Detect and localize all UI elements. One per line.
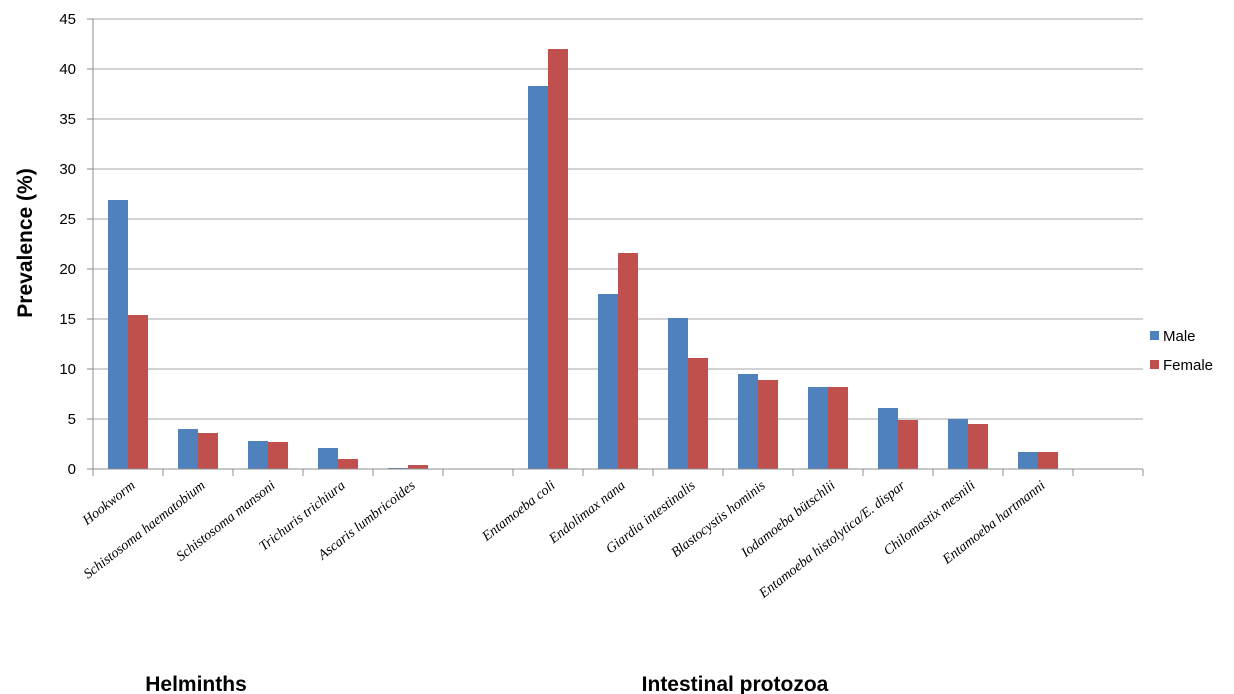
bar-female-12 xyxy=(968,424,988,469)
axes xyxy=(87,18,1144,476)
y-tick-label: 20 xyxy=(59,261,76,278)
y-axis-label: Prevalence (%) xyxy=(14,168,37,317)
legend-swatch-female xyxy=(1150,360,1159,369)
gridlines xyxy=(93,18,1143,420)
bar-female-1 xyxy=(198,433,218,469)
y-tick-label: 5 xyxy=(68,411,76,428)
bars xyxy=(108,49,1058,469)
bar-female-3 xyxy=(338,459,358,469)
bar-female-9 xyxy=(758,380,778,469)
bar-female-13 xyxy=(1038,452,1058,469)
bar-male-0 xyxy=(108,200,128,469)
bar-male-3 xyxy=(318,448,338,469)
bar-male-6 xyxy=(528,86,548,469)
y-tick-label: 0 xyxy=(68,461,76,478)
bar-female-0 xyxy=(128,315,148,469)
bar-male-10 xyxy=(808,387,828,469)
legend: Male Female xyxy=(1150,328,1213,374)
bar-female-2 xyxy=(268,442,288,469)
y-tick-label: 15 xyxy=(59,311,76,328)
group-label-helminths: Helminths xyxy=(145,673,247,694)
group-label-intestinal-protozoa: Intestinal protozoa xyxy=(642,673,829,694)
bar-male-2 xyxy=(248,441,268,469)
y-tick-label: 40 xyxy=(59,61,76,78)
y-tick-label: 35 xyxy=(59,111,76,128)
bar-male-8 xyxy=(668,318,688,469)
bar-male-7 xyxy=(598,294,618,469)
bar-female-7 xyxy=(618,253,638,469)
bar-female-10 xyxy=(828,387,848,469)
y-tick-label: 10 xyxy=(59,361,76,378)
y-tick-label: 25 xyxy=(59,211,76,228)
x-tick-label: Entamoeba histolytica/E. dispar xyxy=(756,478,909,602)
legend-swatch-male xyxy=(1150,331,1159,340)
bar-female-4 xyxy=(408,465,428,469)
y-tick-labels: 0 5 10 15 20 25 30 35 40 45 xyxy=(59,11,76,478)
x-tick-label: Schistosoma haematobium xyxy=(81,478,208,582)
bar-male-9 xyxy=(738,374,758,469)
x-tick-label: Hookworm xyxy=(79,478,138,529)
bar-male-11 xyxy=(878,408,898,469)
bar-male-13 xyxy=(1018,452,1038,469)
legend-label-male: Male xyxy=(1163,328,1196,345)
bar-female-11 xyxy=(898,420,918,469)
bar-male-12 xyxy=(948,419,968,469)
bar-female-6 xyxy=(548,49,568,469)
y-tick-label: 30 xyxy=(59,161,76,178)
y-tick-label: 45 xyxy=(59,11,76,28)
legend-label-female: Female xyxy=(1163,357,1213,374)
bar-male-1 xyxy=(178,429,198,469)
bar-female-8 xyxy=(688,358,708,469)
